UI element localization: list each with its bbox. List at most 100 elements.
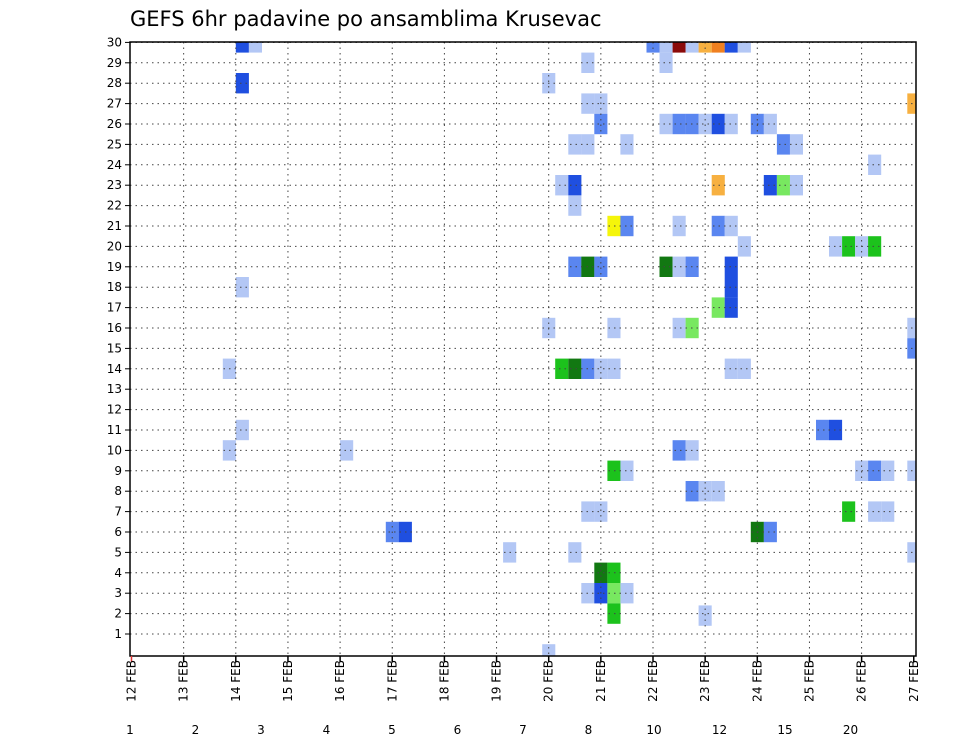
heatmap-cell [607,562,621,583]
heatmap-cell [340,440,354,461]
heatmap-cell [711,113,725,135]
x-tick-label: 25 FEB [802,660,816,702]
x-tick-label: 15 FEB [281,660,295,702]
heatmap-cell [737,358,751,379]
heatmap-cell [568,175,582,196]
legend-label: 15 [777,723,792,737]
heatmap-cell [698,481,712,502]
heatmap-cell [607,603,621,624]
y-tick-label: 17 [107,301,122,315]
heatmap-cell [763,175,777,196]
heatmap-cell [868,154,882,175]
heatmap-cell [672,317,686,339]
heatmap-cell [235,277,249,298]
legend-label: 12 [712,723,727,737]
y-tick-label: 19 [107,260,122,274]
heatmap-cell [881,501,895,522]
legend-label: 5 [388,723,396,737]
y-tick-label: 12 [107,403,122,417]
y-tick-label: 2 [114,607,122,621]
heatmap-cell [659,256,673,277]
heatmap-cell [881,460,895,481]
heatmap-cell [594,562,608,583]
y-axis: 1234567891011121314151617181920212223242… [107,35,130,641]
y-tick-label: 15 [107,341,122,355]
heatmap-cell [607,358,621,379]
legend-label: 8 [585,723,593,737]
heatmap-cell [763,521,777,543]
heatmap-cell [568,134,582,155]
legend-label: 3 [257,723,265,737]
y-tick-label: 26 [107,117,122,131]
x-tick-label: 22 FEB [646,660,660,702]
legend-label: 4 [323,723,331,737]
heatmap-cell [868,501,882,522]
heatmap-cell [659,52,673,73]
heatmap-cell [568,542,582,563]
heatmap-cell [776,134,790,155]
heatmap-cell [907,93,916,114]
heatmap-cell [868,236,882,257]
y-tick-label: 20 [107,239,122,253]
heatmap-cell [568,195,582,216]
x-axis: 12 FEB 13 FEB 14 FEB 15 FEB 16 FEB 17 FEB 18 F… [125,656,921,702]
heatmap-cell [907,542,916,563]
legend-label: 7 [519,723,527,737]
y-tick-label: 6 [114,525,122,539]
legend-label: 20 [843,723,858,737]
y-tick-label: 21 [107,219,122,233]
heatmap-cell [659,113,673,135]
heatmap-cell [620,583,634,604]
heatmap-cell [594,113,608,135]
heatmap-cell [672,113,686,135]
heatmap-cell [868,460,882,481]
y-tick-label: 4 [114,566,122,580]
x-tick-label: 16 FEB [333,660,347,702]
x-tick-label: 12 FEB [125,660,139,702]
heatmap-cell [842,236,856,257]
y-tick-label: 28 [107,76,122,90]
heatmap-cell [724,42,738,53]
heatmap-cell [711,175,725,196]
y-tick-label: 3 [114,586,122,600]
heatmap-cell [235,42,249,53]
heatmap-cell [724,358,738,379]
heatmap-cell [620,460,634,481]
heatmap-cell [907,460,916,481]
heatmap-cell [607,317,621,339]
heatmap-cell [816,419,830,441]
x-tick-label: 26 FEB [855,660,869,702]
heatmap-cell [711,215,725,237]
heatmap-cell [646,42,660,53]
heatmap-cell [568,358,582,379]
heatmap-cell [724,256,738,277]
x-tick-label: 14 FEB [229,660,243,702]
heatmap-cell [672,440,686,461]
heatmap-cell [620,134,634,155]
chart-title: GEFS 6hr padavine po ansamblima Krusevac [130,7,602,31]
heatmap-cell [737,42,751,53]
y-tick-label: 14 [107,362,122,376]
heatmap-cell [724,277,738,298]
y-tick-label: 29 [107,56,122,70]
heatmap-cell [724,113,738,135]
heatmap-cell [568,256,582,277]
heatmap-cell [907,338,916,359]
heatmap-cell [672,256,686,277]
heatmap-cell [698,113,712,135]
x-tick-label: 20 FEB [542,660,556,702]
heatmap-cell [672,215,686,237]
grid-lines [130,41,916,656]
x-tick-label: 24 FEB [750,660,764,702]
legend-label: 10 [646,723,661,737]
y-tick-label: 9 [114,464,122,478]
heatmap-cell [672,42,686,53]
y-tick-label: 30 [107,35,122,49]
x-tick-label: 27 FEB [907,660,921,702]
heatmap-cell [555,358,569,379]
heatmap-cell [248,42,262,53]
heatmap-cell [776,175,790,196]
heatmap-cell [698,605,712,626]
y-tick-label: 27 [107,97,122,111]
